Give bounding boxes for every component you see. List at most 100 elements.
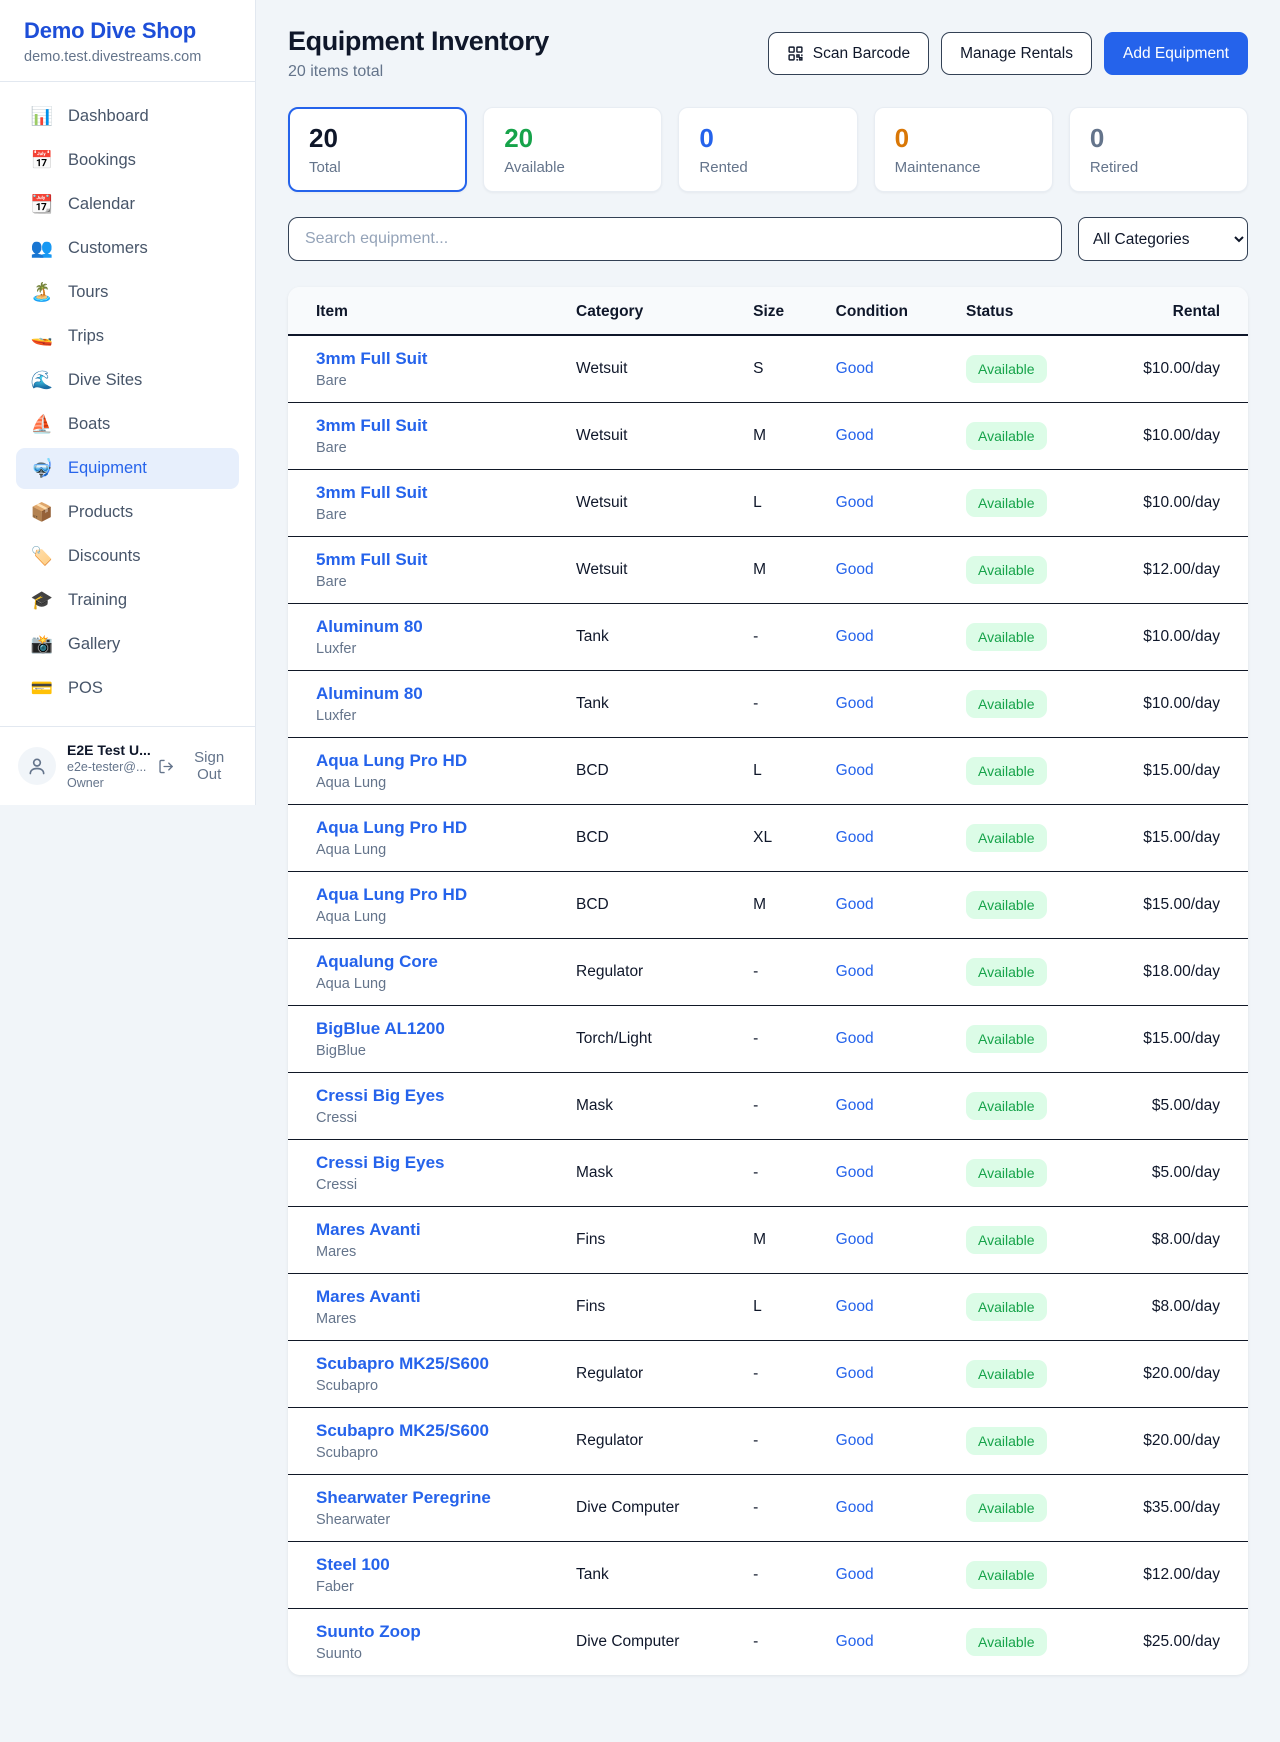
- stat-card[interactable]: 0 Maintenance: [873, 107, 1053, 192]
- sidebar-item[interactable]: 📸 Gallery: [16, 624, 239, 665]
- table-row: Scubapro MK25/S600 Scubapro Regulator - …: [288, 1340, 1248, 1408]
- item-name-link[interactable]: Aqua Lung Pro HD: [316, 818, 468, 837]
- rental-rate: $10.00/day: [1143, 335, 1248, 403]
- condition-link[interactable]: Good: [835, 494, 874, 511]
- item-name-link[interactable]: Shearwater Peregrine: [316, 1488, 491, 1507]
- item-brand: Aqua Lung: [316, 909, 387, 925]
- status-badge: Available: [966, 958, 1047, 986]
- sidebar-item-label: Equipment: [68, 459, 147, 477]
- stat-label: Rented: [699, 159, 748, 176]
- condition-link[interactable]: Good: [835, 963, 874, 980]
- condition-link[interactable]: Good: [835, 695, 874, 712]
- condition-link[interactable]: Good: [835, 561, 874, 578]
- brand-block: Demo Dive Shop demo.test.divestreams.com: [0, 0, 255, 81]
- item-name-link[interactable]: Aluminum 80: [316, 684, 423, 703]
- item-name-link[interactable]: Aqualung Core: [316, 952, 438, 971]
- condition-link[interactable]: Good: [835, 1499, 874, 1516]
- condition-link[interactable]: Good: [835, 896, 874, 913]
- item-size: XL: [753, 804, 836, 872]
- condition-link[interactable]: Good: [835, 1365, 874, 1382]
- category-select[interactable]: All Categories: [1078, 217, 1248, 261]
- stat-card[interactable]: 20 Total: [288, 107, 468, 192]
- sidebar-item[interactable]: 🎓 Training: [16, 580, 239, 621]
- item-name-link[interactable]: Aqua Lung Pro HD: [316, 751, 468, 770]
- sidebar-item[interactable]: 🏷️ Discounts: [16, 536, 239, 577]
- condition-link[interactable]: Good: [835, 1633, 874, 1650]
- sign-out-button[interactable]: Sign Out: [158, 749, 237, 783]
- sidebar-item[interactable]: 🌊 Dive Sites: [16, 360, 239, 401]
- item-name-link[interactable]: Cressi Big Eyes: [316, 1086, 445, 1105]
- condition-link[interactable]: Good: [835, 427, 874, 444]
- rental-rate: $35.00/day: [1143, 1474, 1248, 1542]
- rental-rate: $15.00/day: [1143, 1005, 1248, 1073]
- item-name-link[interactable]: 3mm Full Suit: [316, 416, 428, 435]
- manage-rentals-label: Manage Rentals: [960, 44, 1073, 62]
- sidebar-item-label: Gallery: [68, 635, 121, 653]
- item-size: -: [753, 603, 836, 671]
- sidebar-item[interactable]: 📊 Dashboard: [16, 96, 239, 137]
- condition-link[interactable]: Good: [835, 1030, 874, 1047]
- scan-barcode-button[interactable]: Scan Barcode: [767, 32, 930, 75]
- island-icon: 🏝️: [30, 282, 54, 302]
- item-name-link[interactable]: Aqua Lung Pro HD: [316, 885, 468, 904]
- item-size: -: [753, 938, 836, 1006]
- column-header-size: Size: [753, 287, 836, 336]
- calendar-date-icon: 📅: [30, 150, 54, 170]
- condition-link[interactable]: Good: [835, 1566, 874, 1583]
- item-name-link[interactable]: Aluminum 80: [316, 617, 423, 636]
- item-brand: Aqua Lung: [316, 775, 387, 791]
- sidebar-item[interactable]: 🚤 Trips: [16, 316, 239, 357]
- equipment-table: Item Category Size Condition Status Rent…: [288, 287, 1248, 1675]
- item-name-link[interactable]: Steel 100: [316, 1555, 390, 1574]
- sidebar-item[interactable]: 📅 Bookings: [16, 140, 239, 181]
- sidebar-item-label: POS: [68, 679, 103, 697]
- item-brand: Suunto: [316, 1646, 362, 1662]
- manage-rentals-button[interactable]: Manage Rentals: [941, 32, 1092, 75]
- condition-link[interactable]: Good: [835, 360, 874, 377]
- sidebar-item[interactable]: ⛵ Boats: [16, 404, 239, 445]
- condition-link[interactable]: Good: [835, 1298, 874, 1315]
- item-name-link[interactable]: Mares Avanti: [316, 1220, 421, 1239]
- search-input[interactable]: [288, 217, 1062, 261]
- item-name-link[interactable]: Mares Avanti: [316, 1287, 421, 1306]
- sidebar-item[interactable]: 👥 Customers: [16, 228, 239, 269]
- sidebar-item[interactable]: 📦 Products: [16, 492, 239, 533]
- condition-link[interactable]: Good: [835, 829, 874, 846]
- sidebar-item-label: Boats: [68, 415, 111, 433]
- item-name-link[interactable]: Scubapro MK25/S600: [316, 1421, 489, 1440]
- rental-rate: $12.00/day: [1143, 1541, 1248, 1609]
- condition-link[interactable]: Good: [835, 1231, 874, 1248]
- item-category: Tank: [576, 670, 754, 738]
- stat-card[interactable]: 20 Available: [483, 107, 663, 192]
- sidebar-item[interactable]: 🏝️ Tours: [16, 272, 239, 313]
- item-name-link[interactable]: Suunto Zoop: [316, 1622, 421, 1641]
- stat-card[interactable]: 0 Retired: [1068, 107, 1249, 192]
- condition-link[interactable]: Good: [835, 762, 874, 779]
- item-size: L: [753, 469, 836, 537]
- item-category: Regulator: [576, 938, 754, 1006]
- column-header-status: Status: [966, 287, 1144, 336]
- condition-link[interactable]: Good: [835, 628, 874, 645]
- sidebar-item[interactable]: 🤿 Equipment: [16, 448, 239, 489]
- stat-value: 20: [504, 123, 534, 153]
- item-name-link[interactable]: 5mm Full Suit: [316, 550, 428, 569]
- title-block: Equipment Inventory 20 items total: [288, 26, 549, 81]
- item-name-link[interactable]: BigBlue AL1200: [316, 1019, 445, 1038]
- stat-card[interactable]: 0 Rented: [678, 107, 858, 192]
- filter-bar: All Categories: [288, 217, 1248, 261]
- add-equipment-button[interactable]: Add Equipment: [1104, 32, 1248, 75]
- people-icon: 👥: [30, 238, 54, 258]
- item-name-link[interactable]: 3mm Full Suit: [316, 483, 428, 502]
- item-name-link[interactable]: 3mm Full Suit: [316, 349, 428, 368]
- sidebar-item[interactable]: 📆 Calendar: [16, 184, 239, 225]
- item-size: L: [753, 737, 836, 805]
- condition-link[interactable]: Good: [835, 1097, 874, 1114]
- item-name-link[interactable]: Scubapro MK25/S600: [316, 1354, 489, 1373]
- item-name-link[interactable]: Cressi Big Eyes: [316, 1153, 445, 1172]
- sidebar-item[interactable]: 💳 POS: [16, 668, 239, 709]
- condition-link[interactable]: Good: [835, 1432, 874, 1449]
- stat-label: Available: [504, 159, 565, 176]
- item-category: Torch/Light: [576, 1005, 754, 1073]
- user-info: E2E Test U... e2e-tester@... Owner: [67, 742, 151, 790]
- condition-link[interactable]: Good: [835, 1164, 874, 1181]
